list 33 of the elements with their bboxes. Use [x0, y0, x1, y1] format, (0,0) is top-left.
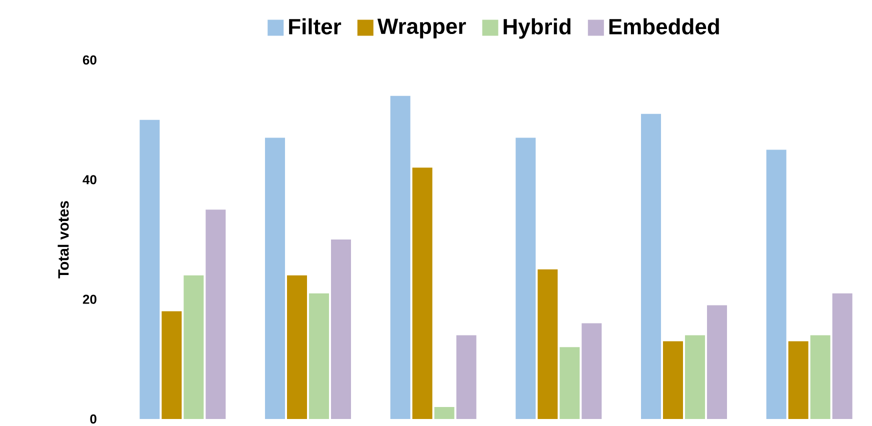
bar	[538, 269, 558, 419]
bar	[434, 407, 454, 419]
bar	[331, 239, 351, 419]
bar	[810, 335, 830, 419]
bar	[582, 323, 602, 419]
bar	[162, 311, 182, 419]
bar	[663, 341, 683, 419]
bar	[766, 150, 786, 419]
bar	[309, 293, 330, 419]
legend-label: Hybrid	[504, 18, 570, 39]
y-tick-label: 40	[82, 175, 96, 184]
bar	[832, 293, 852, 419]
bar	[641, 114, 661, 419]
bar	[516, 138, 536, 419]
bar	[560, 347, 580, 419]
legend-label: Wrapper	[377, 18, 466, 38]
y-axis-title: Total votes	[58, 201, 69, 278]
legend-label: Filter	[289, 18, 342, 34]
legend-label: Embedded	[609, 18, 719, 34]
y-tick-label: 60	[82, 55, 96, 65]
bar	[412, 168, 432, 419]
bar	[788, 341, 808, 419]
bar	[390, 96, 410, 419]
y-tick-label: 0	[90, 414, 96, 424]
bar	[456, 335, 476, 419]
bar	[140, 120, 160, 419]
bar	[206, 210, 226, 419]
bar	[707, 305, 727, 419]
bar	[265, 138, 286, 419]
y-tick-label: 20	[82, 294, 96, 304]
bar	[685, 335, 705, 419]
bar	[184, 275, 204, 419]
bar	[287, 275, 307, 419]
